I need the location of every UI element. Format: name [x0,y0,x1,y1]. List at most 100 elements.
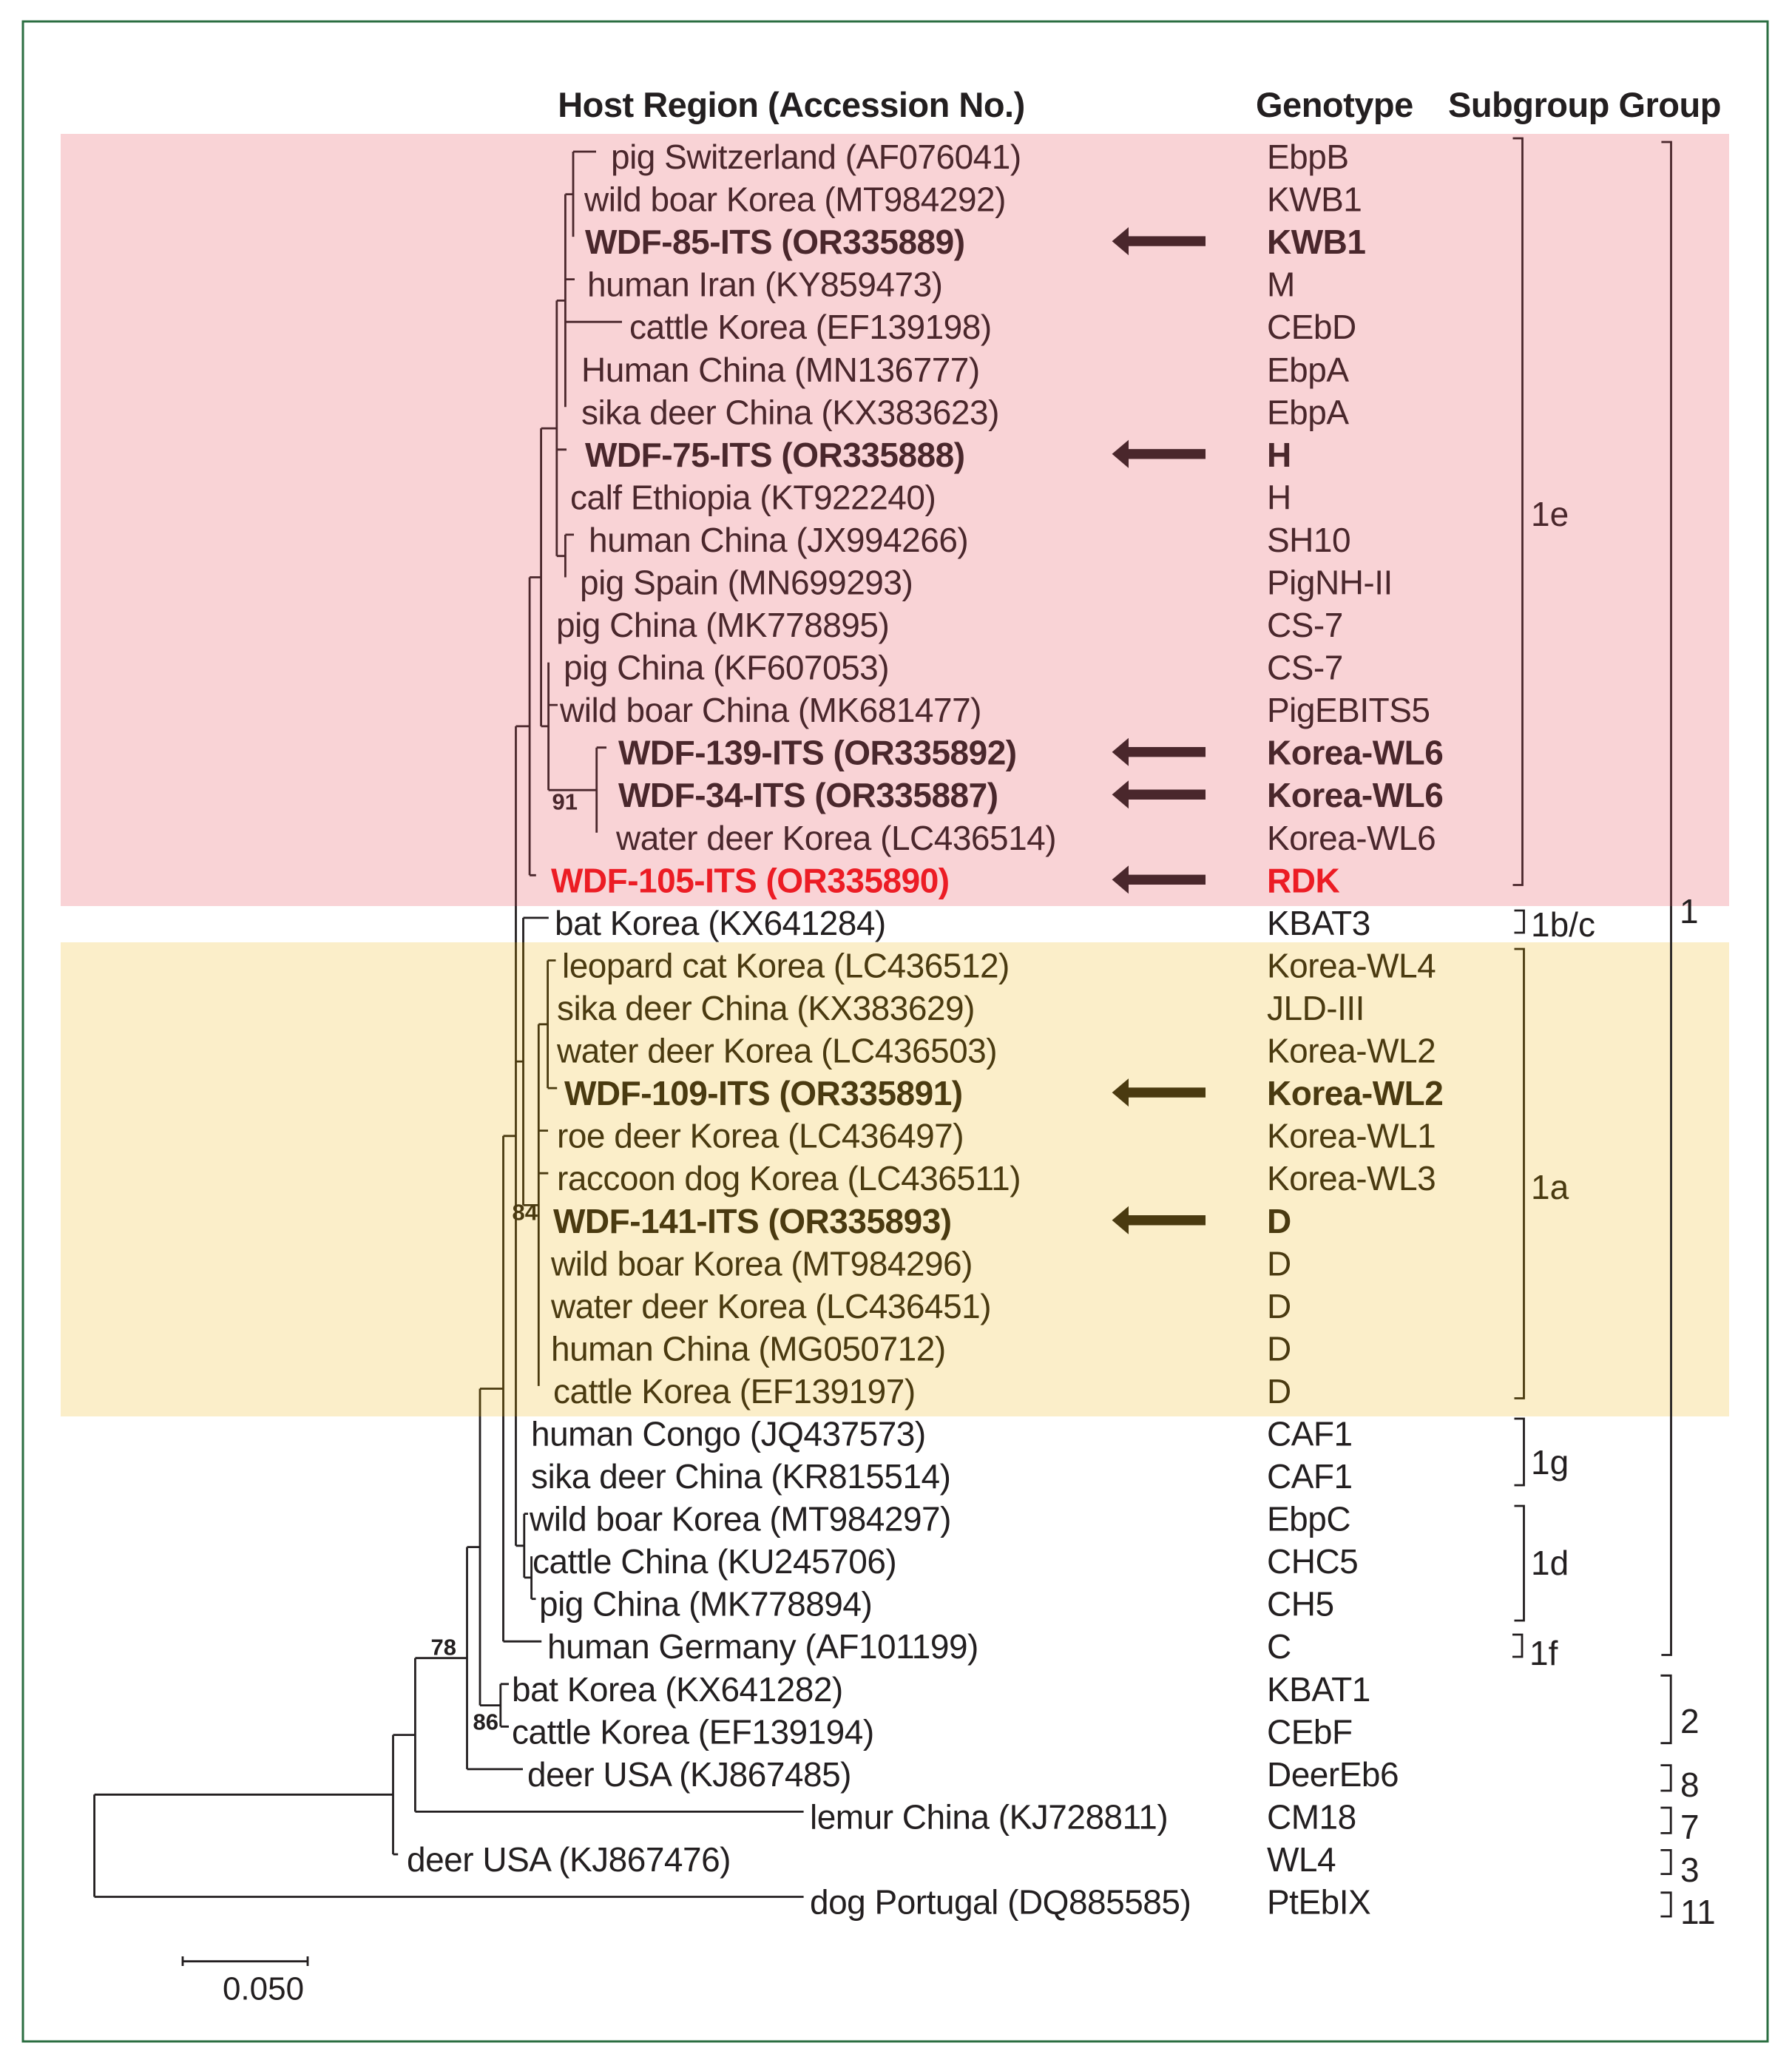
svg-text:1f: 1f [1529,1634,1558,1672]
svg-text:CH5: CH5 [1267,1585,1334,1624]
svg-text:CAF1: CAF1 [1267,1457,1353,1496]
svg-text:Subgroup Group: Subgroup Group [1448,85,1721,124]
svg-text:EbpC: EbpC [1267,1500,1350,1538]
svg-text:SH10: SH10 [1267,521,1350,559]
svg-text:1d: 1d [1531,1544,1569,1582]
svg-text:pig Spain (MN699293): pig Spain (MN699293) [580,564,913,602]
svg-text:wild boar Korea (MT984297): wild boar Korea (MT984297) [529,1500,951,1538]
svg-text:bat Korea (KX641284): bat Korea (KX641284) [555,904,886,942]
svg-text:Human China (MN136777): Human China (MN136777) [581,351,980,389]
svg-text:WDF-141-ITS (OR335893): WDF-141-ITS (OR335893) [553,1202,952,1240]
svg-text:WDF-75-ITS (OR335888): WDF-75-ITS (OR335888) [585,436,965,474]
svg-text:cattle China (KU245706): cattle China (KU245706) [532,1542,896,1581]
svg-text:deer USA (KJ867485): deer USA (KJ867485) [527,1755,851,1794]
svg-text:Korea-WL4: Korea-WL4 [1267,947,1436,985]
svg-text:KWB1: KWB1 [1267,223,1365,261]
svg-text:bat Korea (KX641282): bat Korea (KX641282) [512,1670,843,1709]
svg-text:1a: 1a [1531,1168,1569,1206]
svg-text:calf Ethiopia (KT922240): calf Ethiopia (KT922240) [570,478,936,516]
svg-text:wild boar Korea (MT984292): wild boar Korea (MT984292) [584,180,1006,219]
svg-text:WDF-139-ITS (OR335892): WDF-139-ITS (OR335892) [618,734,1017,772]
svg-text:Korea-WL6: Korea-WL6 [1267,819,1436,857]
svg-text:D: D [1267,1287,1291,1325]
svg-text:1: 1 [1680,892,1699,930]
svg-text:KBAT3: KBAT3 [1267,904,1370,942]
svg-text:sika deer China (KX383623): sika deer China (KX383623) [581,393,999,431]
svg-text:Korea-WL2: Korea-WL2 [1267,1032,1436,1070]
svg-text:lemur China (KJ728811): lemur China (KJ728811) [810,1797,1168,1836]
svg-text:JLD-III: JLD-III [1267,989,1365,1027]
svg-text:EbpB: EbpB [1267,138,1349,176]
svg-text:D: D [1267,1244,1291,1283]
svg-text:KBAT1: KBAT1 [1267,1670,1370,1709]
svg-text:pig China (MK778895): pig China (MK778895) [556,606,889,644]
svg-text:Korea-WL2: Korea-WL2 [1267,1074,1443,1112]
svg-text:2: 2 [1680,1702,1700,1740]
svg-text:WDF-34-ITS (OR335887): WDF-34-ITS (OR335887) [618,776,998,814]
svg-text:D: D [1267,1372,1291,1411]
svg-text:1g: 1g [1531,1443,1569,1482]
svg-text:water deer Korea (LC436514): water deer Korea (LC436514) [615,819,1056,857]
svg-text:RDK: RDK [1267,861,1339,899]
svg-text:human Congo (JQ437573): human Congo (JQ437573) [531,1415,926,1453]
svg-text:pig China (MK778894): pig China (MK778894) [539,1585,872,1624]
svg-text:deer USA (KJ867476): deer USA (KJ867476) [407,1840,731,1879]
svg-text:CHC5: CHC5 [1267,1542,1358,1581]
svg-text:78: 78 [431,1635,456,1661]
svg-text:WDF-105-ITS (OR335890): WDF-105-ITS (OR335890) [551,861,950,899]
svg-text:Korea-WL6: Korea-WL6 [1267,776,1443,814]
svg-text:H: H [1267,436,1291,474]
svg-text:sika deer China (KR815514): sika deer China (KR815514) [531,1457,950,1496]
svg-text:human China (MG050712): human China (MG050712) [551,1329,946,1368]
svg-text:WDF-109-ITS (OR335891): WDF-109-ITS (OR335891) [564,1074,963,1112]
svg-text:wild boar Korea (MT984296): wild boar Korea (MT984296) [550,1244,973,1283]
svg-text:pig China (KF607053): pig China (KF607053) [564,649,889,687]
svg-text:dog Portugal (DQ885585): dog Portugal (DQ885585) [810,1883,1191,1922]
svg-text:PtEbIX: PtEbIX [1267,1883,1370,1922]
svg-text:CEbD: CEbD [1267,308,1356,346]
svg-text:WL4: WL4 [1267,1840,1336,1879]
svg-text:roe deer Korea (LC436497): roe deer Korea (LC436497) [557,1117,964,1155]
svg-text:C: C [1267,1627,1291,1666]
svg-text:0.050: 0.050 [223,1971,304,2007]
svg-text:Korea-WL1: Korea-WL1 [1267,1117,1436,1155]
svg-text:D: D [1267,1329,1291,1368]
svg-text:pig Switzerland (AF076041): pig Switzerland (AF076041) [611,138,1021,176]
svg-text:CS-7: CS-7 [1267,606,1343,644]
svg-text:cattle Korea (EF139198): cattle Korea (EF139198) [629,308,992,346]
svg-text:3: 3 [1680,1851,1700,1889]
svg-text:sika deer China (KX383629): sika deer China (KX383629) [557,989,975,1027]
svg-text:1b/c: 1b/c [1531,905,1595,944]
svg-text:cattle Korea (EF139194): cattle Korea (EF139194) [512,1712,874,1751]
svg-text:CS-7: CS-7 [1267,649,1343,687]
svg-text:7: 7 [1680,1808,1700,1846]
svg-text:water deer Korea (LC436451): water deer Korea (LC436451) [550,1287,991,1325]
svg-text:KWB1: KWB1 [1267,180,1362,219]
svg-text:raccoon dog Korea (LC436511): raccoon dog Korea (LC436511) [557,1159,1021,1197]
svg-text:H: H [1267,478,1291,516]
svg-text:91: 91 [552,789,578,815]
svg-text:CEbF: CEbF [1267,1712,1353,1751]
svg-text:Korea-WL6: Korea-WL6 [1267,734,1443,772]
svg-text:leopard cat Korea (LC436512): leopard cat Korea (LC436512) [562,947,1010,985]
svg-text:wild boar China (MK681477): wild boar China (MK681477) [559,691,981,729]
svg-text:Korea-WL3: Korea-WL3 [1267,1159,1436,1197]
svg-text:PigNH-II: PigNH-II [1267,564,1393,602]
svg-text:M: M [1267,266,1295,304]
svg-text:CM18: CM18 [1267,1797,1356,1836]
svg-text:11: 11 [1680,1893,1716,1931]
svg-text:cattle Korea (EF139197): cattle Korea (EF139197) [553,1372,916,1411]
svg-text:EbpA: EbpA [1267,393,1349,431]
svg-text:CAF1: CAF1 [1267,1415,1353,1453]
svg-text:1e: 1e [1531,495,1569,533]
svg-text:water deer Korea (LC436503): water deer Korea (LC436503) [556,1032,997,1070]
svg-text:human Iran (KY859473): human Iran (KY859473) [587,266,942,304]
svg-text:86: 86 [473,1709,498,1735]
svg-text:Genotype: Genotype [1256,85,1413,124]
svg-text:human Germany (AF101199): human Germany (AF101199) [547,1627,978,1666]
svg-text:WDF-85-ITS (OR335889): WDF-85-ITS (OR335889) [585,223,965,261]
svg-text:human China (JX994266): human China (JX994266) [589,521,968,559]
svg-text:84: 84 [513,1200,538,1226]
svg-text:PigEBITS5: PigEBITS5 [1267,691,1430,729]
svg-text:EbpA: EbpA [1267,351,1349,389]
